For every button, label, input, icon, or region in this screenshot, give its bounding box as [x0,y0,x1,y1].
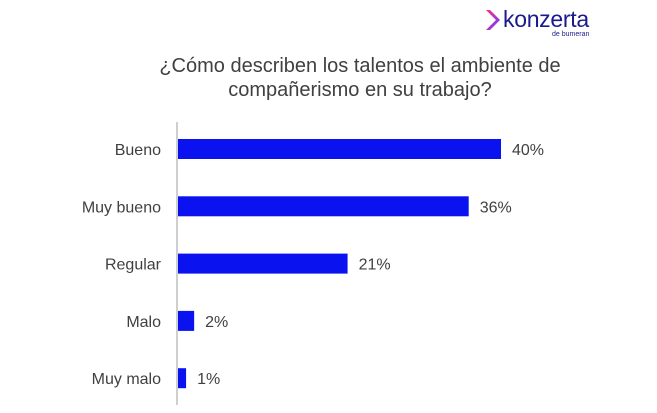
bar-1 [178,139,501,159]
value-label-5: 1% [197,371,220,388]
bar-5 [178,368,187,389]
logo-wordmark: konzerta [503,6,589,32]
chart-title-line-2: compañerismo en su trabajo? [228,79,492,101]
bar-4 [178,310,195,331]
value-label-2: 36% [480,199,512,216]
logo-subtitle: de bumeran [552,31,590,38]
value-label-4: 2% [205,314,228,331]
category-label-5: Muy malo [92,371,161,388]
category-label-1: Bueno [115,142,161,159]
bar-2 [178,196,469,217]
category-label-4: Malo [126,314,161,331]
value-label-3: 21% [359,257,391,274]
bar-3 [178,253,348,274]
chart-title-line-1: ¿Cómo describen los talentos el ambiente… [159,55,561,77]
category-label-2: Muy bueno [82,199,161,216]
value-label-1: 40% [512,142,544,159]
konzerta-logo: konzerta de bumeran [484,6,604,40]
category-label-3: Regular [105,257,162,274]
konzerta-logo-icon [486,10,500,30]
chart-title: ¿Cómo describen los talentos el ambiente… [100,54,620,102]
